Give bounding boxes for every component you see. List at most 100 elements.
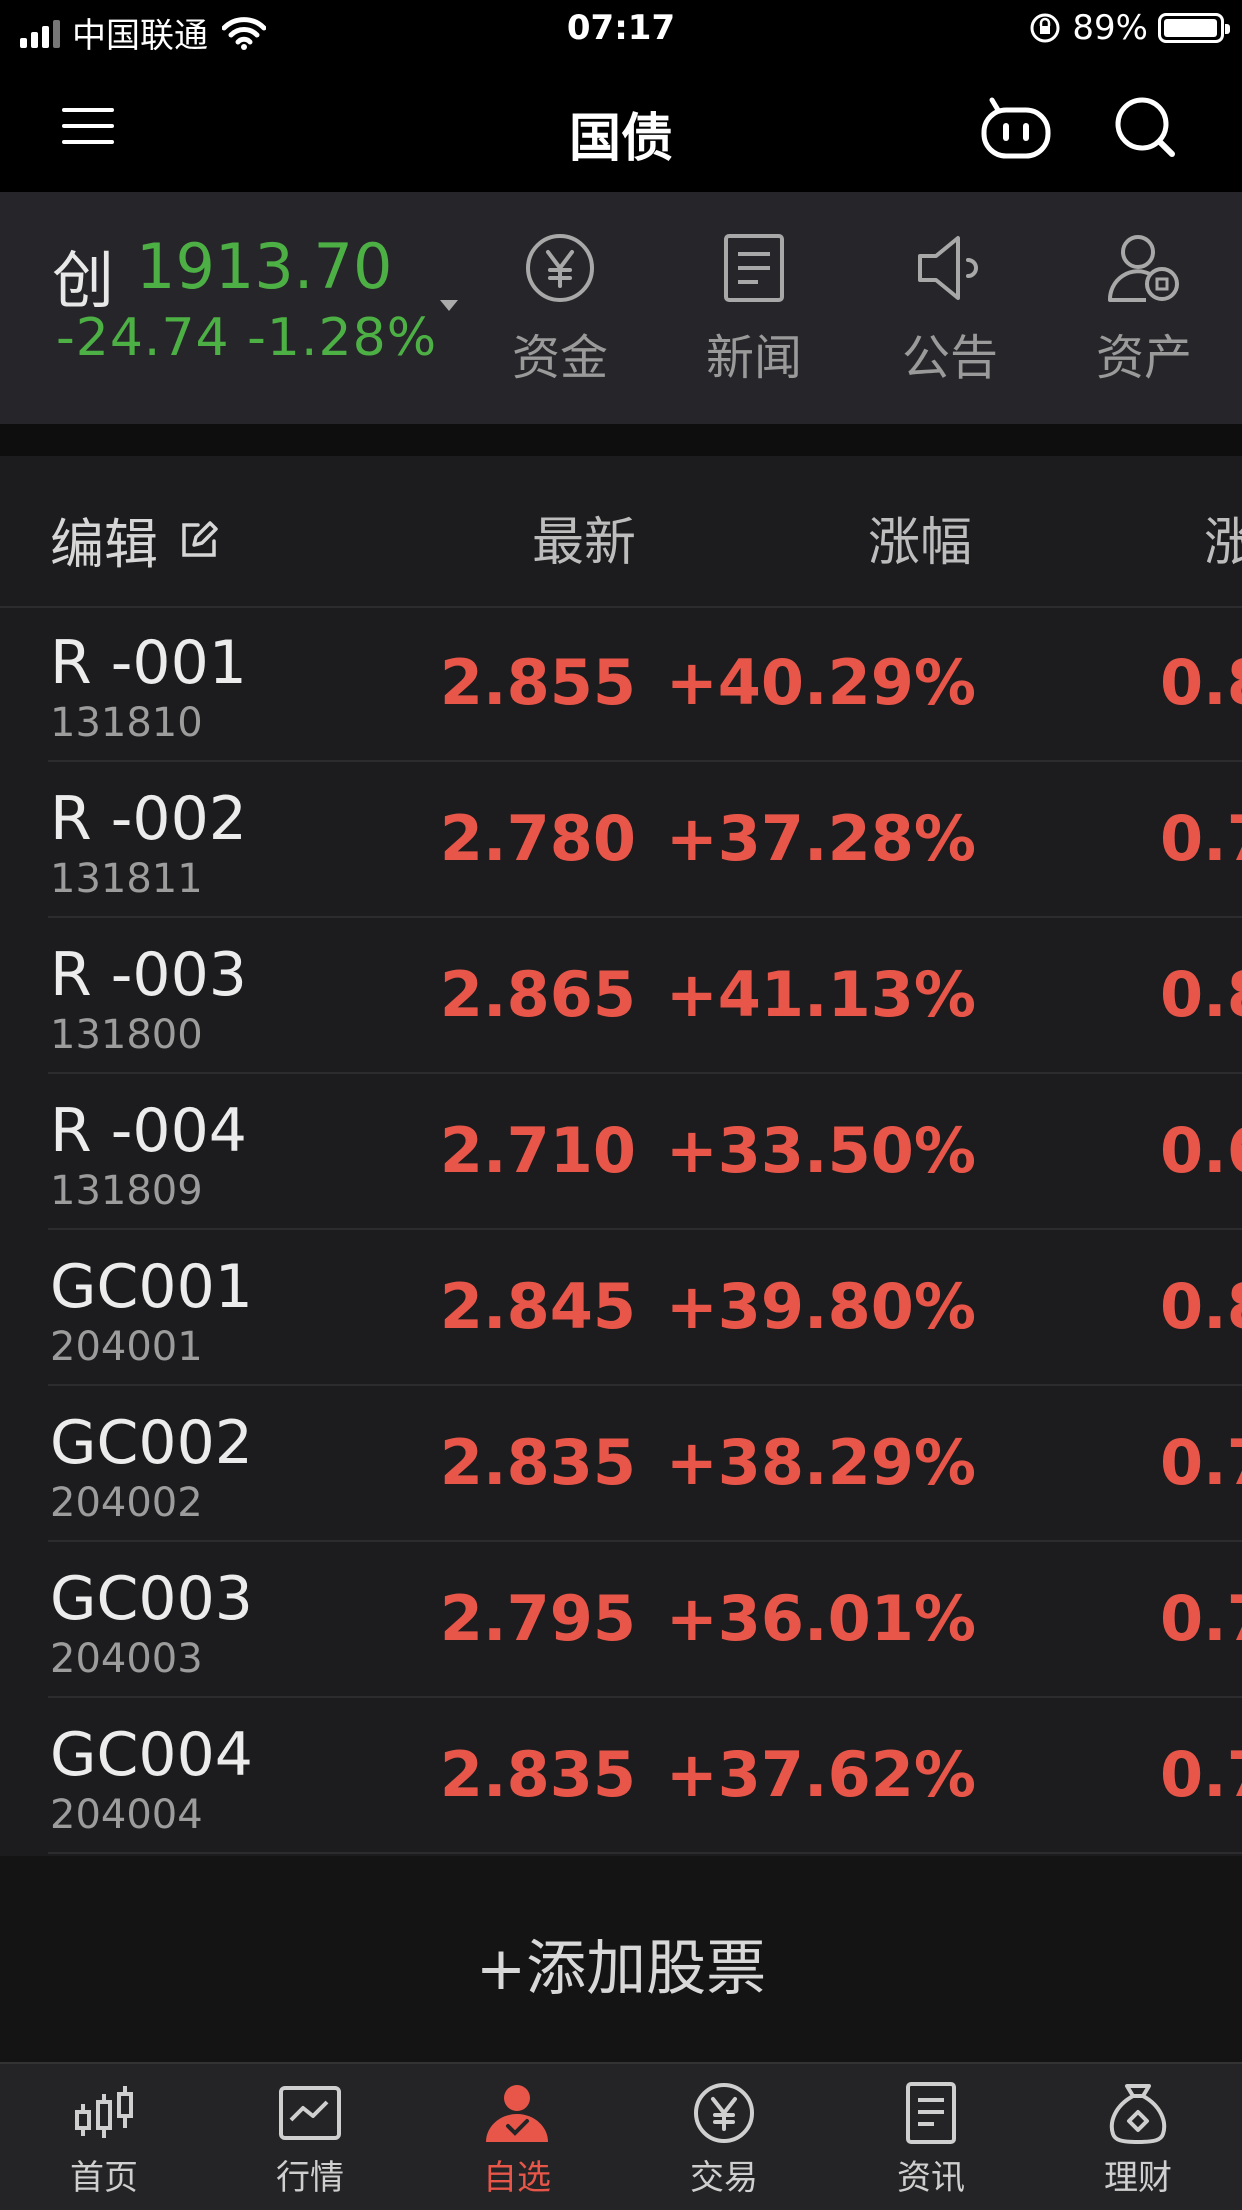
change-value: 0.7 (1160, 802, 1242, 875)
tab-news-label: 资讯 (897, 2158, 965, 2198)
funds-button[interactable]: 资金 (490, 232, 630, 388)
latest-price: 2.865 (439, 958, 636, 1031)
table-row[interactable]: R -001 131810 2.855 +40.29% 0.8 (0, 606, 1242, 762)
column-change-pct[interactable]: 涨幅 (868, 513, 973, 573)
status-bar: 中国联通 07:17 89% (0, 0, 1242, 64)
bond-name: R -001 (50, 628, 247, 698)
nav-bar: 国债 (0, 64, 1242, 192)
candlestick-icon (75, 2086, 133, 2138)
bond-code: 131811 (50, 856, 203, 902)
latest-price: 2.845 (439, 1270, 636, 1343)
table-row[interactable]: GC003 204003 2.795 +36.01% 0.7 (0, 1542, 1242, 1698)
assets-button[interactable]: 资产 (1074, 232, 1214, 388)
bond-code: 131800 (50, 1012, 203, 1058)
index-name: 创 (52, 244, 115, 317)
yuan-circle-icon (526, 234, 594, 302)
assets-label: 资产 (1095, 330, 1192, 386)
page-title: 国债 (568, 109, 673, 169)
change-percent: +37.28% (665, 802, 976, 875)
edit-label: 编辑 (50, 513, 158, 576)
bond-code: 131810 (50, 700, 203, 746)
change-value: 0.6 (1160, 1114, 1242, 1187)
change-percent: +38.29% (665, 1426, 976, 1499)
add-stock-section: +添加股票 (0, 1856, 1242, 2062)
robot-icon[interactable] (978, 96, 1054, 160)
tab-watchlist[interactable]: 自选 (457, 2082, 577, 2199)
index-value: 1913.70 (136, 230, 393, 303)
user-check-icon (486, 2085, 548, 2142)
latest-price: 2.855 (439, 646, 636, 719)
news-label: 新闻 (705, 330, 802, 386)
change-percent: +39.80% (665, 1270, 976, 1343)
change-percent: +36.01% (665, 1582, 976, 1655)
yuan-circle-icon (694, 2083, 754, 2143)
index-header[interactable]: 创 1913.70 -24.74 -1.28% 资金 新闻 公告 (0, 192, 1242, 424)
latest-price: 2.835 (439, 1426, 636, 1499)
tab-trade[interactable]: 交易 (664, 2082, 784, 2199)
change-value: 0.8 (1160, 646, 1242, 719)
table-row[interactable]: GC002 204002 2.835 +38.29% 0.7 (0, 1386, 1242, 1542)
funds-label: 资金 (511, 330, 608, 386)
table-row[interactable]: GC001 204001 2.845 +39.80% 0.8 (0, 1230, 1242, 1386)
change-percent: +41.13% (665, 958, 976, 1031)
table-row[interactable]: R -004 131809 2.710 +33.50% 0.6 (0, 1074, 1242, 1230)
tab-wealth[interactable]: 理财 (1078, 2082, 1198, 2199)
add-stock-button[interactable]: +添加股票 (475, 1934, 767, 2004)
wifi-icon (222, 16, 266, 50)
latest-price: 2.795 (439, 1582, 636, 1655)
chart-icon (279, 2086, 341, 2140)
tab-watchlist-label: 自选 (483, 2158, 551, 2198)
tab-trade-label: 交易 (690, 2158, 758, 2198)
bond-name: R -002 (50, 784, 247, 854)
bond-code: 131809 (50, 1168, 203, 1214)
table-row[interactable]: R -002 131811 2.780 +37.28% 0.7 (0, 762, 1242, 918)
latest-price: 2.780 (439, 802, 636, 875)
tab-home[interactable]: 首页 (44, 2082, 164, 2199)
speaker-icon (918, 236, 978, 300)
latest-price: 2.710 (439, 1114, 636, 1187)
bond-name: GC004 (50, 1720, 253, 1790)
change-percent: +33.50% (665, 1114, 976, 1187)
carrier-label: 中国联通 (72, 16, 208, 56)
search-icon[interactable] (1112, 94, 1178, 160)
news-button[interactable]: 新闻 (684, 232, 824, 388)
bond-name: GC001 (50, 1252, 253, 1322)
bond-name: R -004 (50, 1096, 247, 1166)
column-latest[interactable]: 最新 (532, 513, 637, 573)
clock: 07:17 (566, 8, 676, 48)
battery-icon (1158, 13, 1230, 43)
bond-name: R -003 (50, 940, 247, 1010)
table-row[interactable]: R -003 131800 2.865 +41.13% 0.8 (0, 918, 1242, 1074)
index-change: -24.74 -1.28% (56, 308, 438, 368)
change-value: 0.8 (1160, 958, 1242, 1031)
menu-icon[interactable] (62, 104, 114, 148)
change-value: 0.8 (1160, 1270, 1242, 1343)
tab-market-label: 行情 (276, 2158, 344, 2198)
column-change[interactable]: 涨 (1204, 513, 1242, 573)
tab-market[interactable]: 行情 (250, 2082, 370, 2199)
document-icon (906, 2082, 956, 2144)
bond-code: 204003 (50, 1636, 203, 1682)
tab-news[interactable]: 资讯 (871, 2082, 991, 2199)
signal-icon (20, 18, 60, 48)
bond-name: GC002 (50, 1408, 253, 1478)
change-value: 0.7 (1160, 1582, 1242, 1655)
change-percent: +37.62% (665, 1738, 976, 1811)
table-row[interactable]: GC004 204004 2.835 +37.62% 0.7 (0, 1698, 1242, 1854)
bond-code: 204004 (50, 1792, 203, 1838)
edit-button[interactable]: 编辑 (50, 500, 220, 579)
money-bag-icon (1109, 2084, 1167, 2144)
change-value: 0.7 (1160, 1426, 1242, 1499)
edit-icon (182, 520, 218, 557)
change-percent: +40.29% (665, 646, 976, 719)
announcement-label: 公告 (901, 330, 998, 386)
tab-bar: 首页 行情 自选 交易 资讯 (0, 2062, 1242, 2210)
tab-wealth-label: 理财 (1104, 2158, 1172, 2198)
bond-code: 204002 (50, 1480, 203, 1526)
announcement-button[interactable]: 公告 (880, 232, 1020, 388)
change-value: 0.7 (1160, 1738, 1242, 1811)
dropdown-caret-icon[interactable] (440, 300, 458, 311)
bond-name: GC003 (50, 1564, 253, 1634)
battery-percent: 89% (1072, 8, 1148, 48)
latest-price: 2.835 (439, 1738, 636, 1811)
